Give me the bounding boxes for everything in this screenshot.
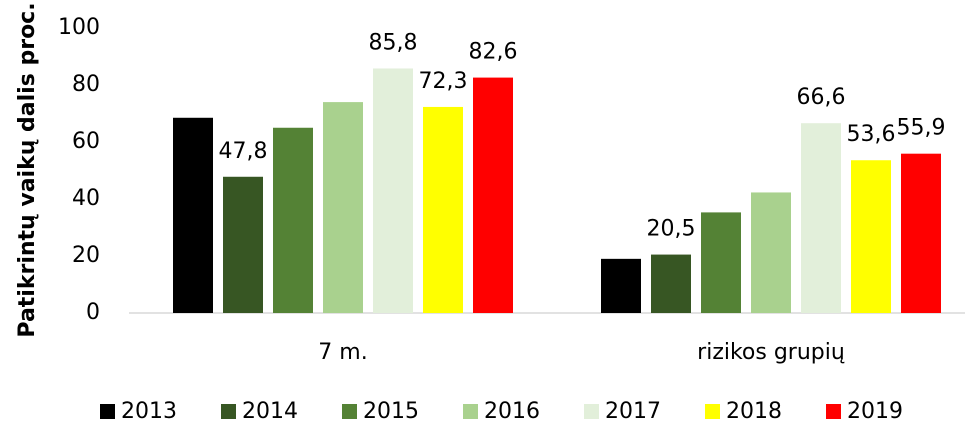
y-tick-label: 0 [86, 300, 100, 325]
legend-swatch [100, 404, 115, 419]
data-label: 85,8 [369, 30, 418, 55]
y-tick-label: 60 [72, 129, 100, 154]
legend-swatch [463, 404, 478, 419]
legend-label: 2019 [847, 399, 903, 424]
y-tick-label: 40 [72, 186, 100, 211]
legend-label: 2018 [726, 399, 782, 424]
bar [423, 106, 463, 313]
legend-swatch [705, 404, 720, 419]
bar [701, 212, 741, 313]
bar [223, 176, 263, 313]
bar [901, 153, 941, 313]
data-label: 72,3 [419, 69, 468, 94]
y-tick-label: 100 [58, 15, 100, 40]
bar [851, 160, 891, 313]
data-label: 20,5 [647, 217, 696, 242]
data-label: 47,8 [219, 139, 268, 164]
bar [601, 258, 641, 313]
bar [473, 77, 513, 313]
legend-swatch [221, 404, 236, 419]
bar [801, 123, 841, 313]
legend-label: 2016 [484, 399, 540, 424]
legend-label: 2014 [242, 399, 298, 424]
legend-swatch [342, 404, 357, 419]
legend-swatch [826, 404, 841, 419]
data-label: 55,9 [897, 116, 946, 141]
legend-label: 2017 [605, 399, 661, 424]
bar [373, 68, 413, 313]
data-label: 53,6 [847, 122, 896, 147]
bar [751, 192, 791, 313]
x-tick-label: 7 m. [318, 340, 367, 365]
y-tick-label: 80 [72, 72, 100, 97]
data-label: 66,6 [797, 85, 846, 110]
data-label: 82,6 [469, 40, 518, 65]
legend-label: 2013 [121, 399, 177, 424]
bar [273, 127, 313, 313]
y-axis-label: Patikrintų vaikų dalis proc. [15, 2, 40, 337]
legend-swatch [584, 404, 599, 419]
bar [323, 102, 363, 313]
bar [173, 117, 213, 314]
y-tick-label: 20 [72, 243, 100, 268]
bar [651, 254, 691, 313]
legend-label: 2015 [363, 399, 419, 424]
x-tick-label: rizikos grupių [697, 340, 845, 365]
